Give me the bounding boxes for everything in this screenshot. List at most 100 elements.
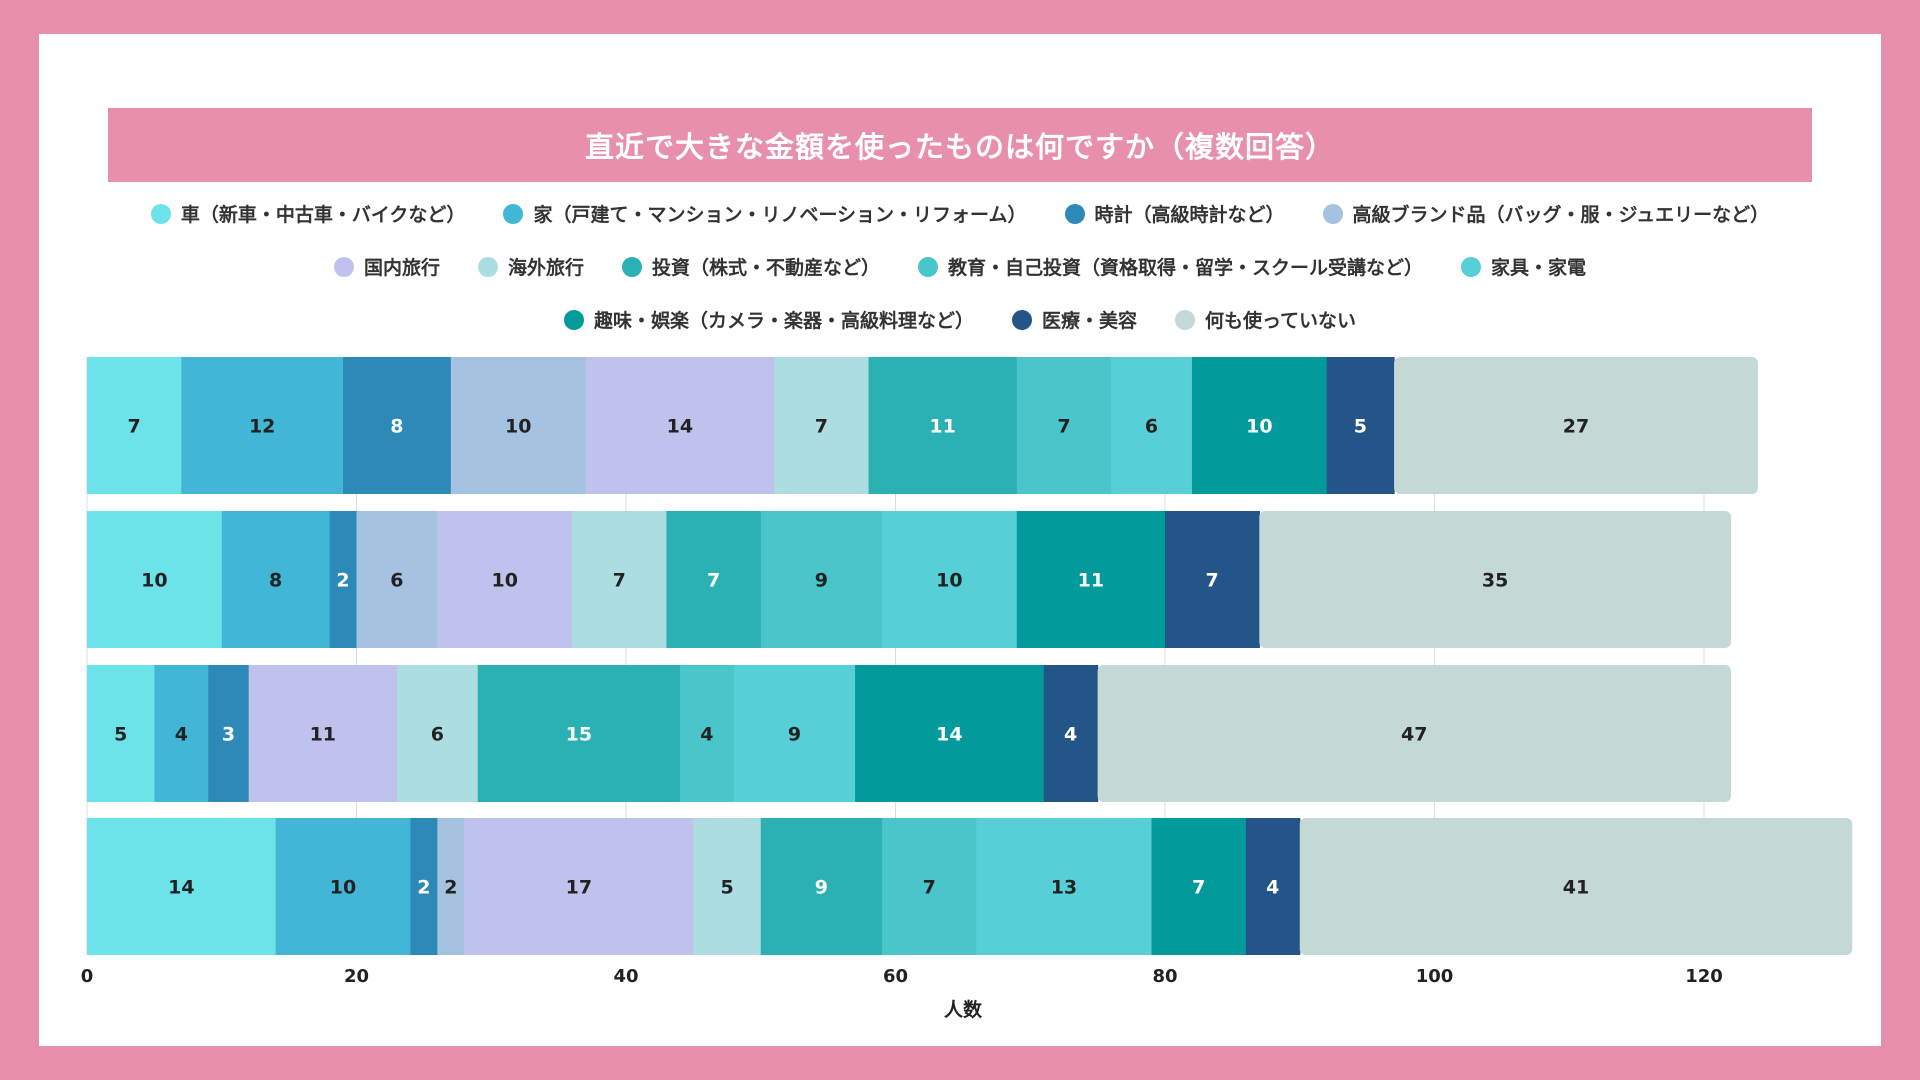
bar-value-label: 5 <box>1354 416 1367 438</box>
legend-swatch <box>1174 309 1195 330</box>
bar-segment <box>437 511 573 648</box>
bar-value-label: 4 <box>700 724 713 746</box>
legend-label: 家（戸建て・マンション・リノベーション・リフォーム） <box>533 204 1027 226</box>
legend-swatch <box>503 203 524 224</box>
bar-segment <box>396 665 479 802</box>
bar-value-label: 7 <box>1057 416 1070 438</box>
bar-value-label: 8 <box>390 416 403 438</box>
bar-segment <box>1016 511 1166 648</box>
legend-item: 家具・家電 <box>1461 253 1586 280</box>
bar-value-label: 11 <box>929 416 955 438</box>
legend-item: 家（戸建て・マンション・リノベーション・リフォーム） <box>503 200 1027 227</box>
legend-label: 家具・家電 <box>1491 257 1587 279</box>
legend-swatch <box>333 256 354 277</box>
bar-value-label: 3 <box>222 724 235 746</box>
bar-value-label: 5 <box>114 724 127 746</box>
bar-value-label: 47 <box>1401 724 1427 746</box>
legend-swatch <box>150 203 171 224</box>
bar-value-label: 9 <box>788 724 801 746</box>
bar-segment <box>154 665 209 802</box>
bar-value-label: 10 <box>936 570 962 592</box>
bar-segment <box>1165 511 1260 648</box>
bar-value-label: 17 <box>566 877 592 899</box>
bar-value-label: 2 <box>417 877 430 899</box>
bar-value-label: 10 <box>141 570 167 592</box>
bar-segment <box>437 818 465 955</box>
bar-segment <box>329 511 358 648</box>
bar-value-label: 4 <box>1266 877 1279 899</box>
bar-value-label: 11 <box>310 724 336 746</box>
bar-segment <box>572 511 668 648</box>
bar-value-label: 35 <box>1482 570 1508 592</box>
legend-item: 高級ブランド品（バッグ・服・ジュエリーなど） <box>1322 200 1769 227</box>
bar-value-label: 14 <box>936 724 962 746</box>
legend-swatch <box>918 256 938 277</box>
bar-value-label: 6 <box>431 724 444 746</box>
bar-value-label: 2 <box>444 877 457 899</box>
bar-segment <box>356 511 438 648</box>
legend-item: 趣味・娯楽（カメラ・楽器・高級料理など） <box>563 306 974 333</box>
legend-swatch <box>1322 203 1343 224</box>
bar-segment <box>181 357 344 494</box>
bar-segment <box>1191 357 1328 494</box>
bar-value-label: 6 <box>1145 416 1158 438</box>
bar-segment <box>87 357 182 494</box>
x-tick-label: 40 <box>613 966 638 987</box>
bar-value-label: 7 <box>613 570 626 592</box>
legend-item: 車（新車・中古車・バイクなど） <box>150 200 465 227</box>
bar-segment <box>1097 665 1731 802</box>
bar-segment <box>410 818 438 955</box>
bar-value-label: 14 <box>168 877 194 899</box>
bar-segment <box>733 665 856 802</box>
legend-swatch <box>621 256 642 277</box>
bar-row: 7 12 8 10 14 7 11 7 6 10 5 27 <box>87 357 1758 494</box>
bar-value-label: 14 <box>667 416 693 438</box>
bar-segment <box>868 357 1018 494</box>
x-axis-label: 人数 <box>944 998 983 1021</box>
bar-segment <box>855 665 1045 802</box>
legend-label: 教育・自己投資（資格取得・留学・スクール受講など） <box>948 257 1424 279</box>
x-tick-label: 0 <box>81 966 94 987</box>
legend-swatch <box>1064 203 1085 224</box>
legend-swatch <box>563 309 584 330</box>
bar-segment <box>450 357 587 494</box>
legend-item: 海外旅行 <box>477 253 584 280</box>
bar-segment <box>477 665 681 802</box>
bar-segment <box>1245 818 1301 955</box>
legend-label: 趣味・娯楽（カメラ・楽器・高級料理など） <box>593 310 974 332</box>
bar-value-label: 10 <box>330 877 356 899</box>
bar-value-label: 7 <box>923 877 936 899</box>
bar-value-label: 9 <box>815 877 828 899</box>
bar-segment <box>976 818 1153 955</box>
legend-label: 投資（株式・不動産など） <box>651 257 880 279</box>
bar-segment <box>693 818 762 955</box>
bar-segment <box>1111 357 1193 494</box>
bar-value-label: 8 <box>269 570 282 592</box>
legend-item: 医療・美容 <box>1011 306 1137 333</box>
bar-value-label: 12 <box>249 416 275 438</box>
bar-segment <box>1016 357 1112 494</box>
bar-segment <box>87 511 223 648</box>
bar-segment <box>760 818 883 955</box>
bar-value-label: 13 <box>1051 877 1077 899</box>
bar-segment <box>882 818 977 955</box>
bar-value-label: 6 <box>390 570 403 592</box>
bar-segment <box>585 357 775 494</box>
bar-value-label: 4 <box>175 724 188 746</box>
bar-row: 5 4 3 11 6 15 4 9 14 4 47 <box>87 665 1731 802</box>
bar-segment <box>1259 511 1731 648</box>
legend-row-2: 国内旅行 海外旅行 投資（株式・不動産など） 教育・自己投資（資格取得・留学・スクール… <box>60 253 1860 280</box>
bar-segment <box>666 511 762 648</box>
legend-label: 海外旅行 <box>507 257 584 279</box>
bar-segment <box>1299 818 1853 955</box>
legend-swatch <box>477 256 498 277</box>
bar-segment <box>343 357 452 494</box>
bar-segment <box>248 665 398 802</box>
bar-row: 14 10 2 2 17 5 9 7 13 7 4 41 <box>87 818 1853 955</box>
bar-segment <box>87 818 277 955</box>
legend-label: 何も使っていない <box>1204 310 1357 332</box>
legend-item: 時計（高級時計など） <box>1064 200 1285 227</box>
bar-segment <box>275 818 411 955</box>
legend-label: 医療・美容 <box>1041 310 1137 332</box>
